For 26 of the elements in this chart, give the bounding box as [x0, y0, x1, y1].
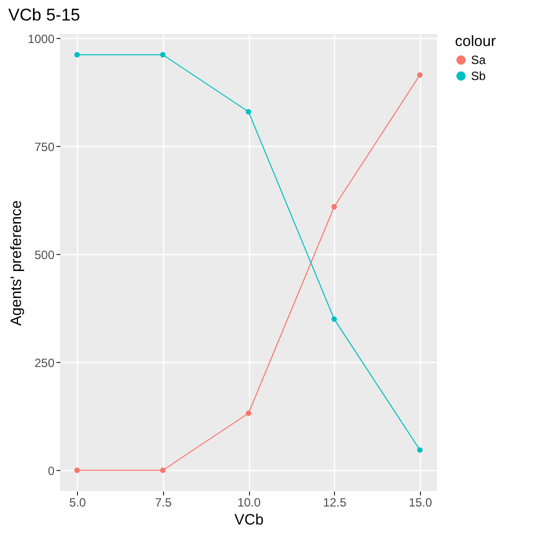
y-tick-label: 0 — [48, 464, 55, 478]
point — [160, 468, 166, 473]
x-axis-title: VCb — [234, 512, 264, 528]
legend-title: colour — [455, 33, 496, 50]
legend-label: Sb — [471, 69, 486, 83]
point — [74, 468, 80, 473]
y-tick-label: 250 — [34, 356, 55, 370]
x-tick-label: 15.0 — [408, 496, 432, 510]
x-tick-label: 7.5 — [154, 496, 172, 510]
chart-title: VCb 5-15 — [8, 5, 80, 24]
legend-label: Sa — [471, 53, 486, 67]
point — [417, 447, 423, 453]
point — [246, 109, 252, 114]
y-axis-title: Agents' preference — [8, 200, 25, 326]
point — [74, 52, 80, 58]
y-tick-label: 1000 — [28, 32, 55, 46]
point — [160, 52, 166, 58]
point — [417, 72, 423, 78]
y-tick-label: 750 — [34, 140, 55, 154]
y-tick-label: 500 — [34, 248, 55, 262]
point — [246, 410, 252, 416]
point — [331, 316, 337, 322]
x-tick-label: 5.0 — [69, 496, 86, 510]
point — [331, 204, 337, 210]
x-tick-label: 12.5 — [323, 496, 347, 510]
x-tick-label: 10.0 — [237, 496, 261, 510]
